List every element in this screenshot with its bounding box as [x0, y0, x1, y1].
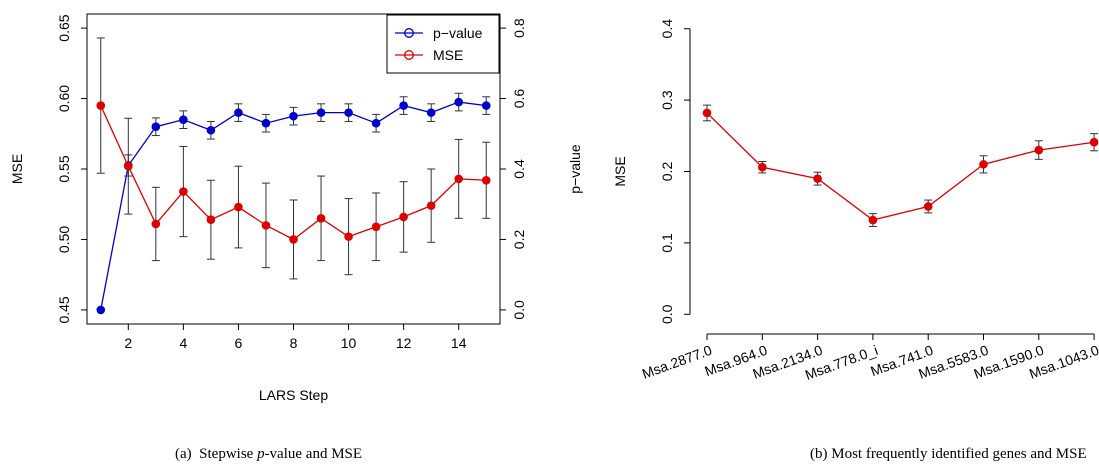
mse-point — [1089, 137, 1099, 147]
mse-point — [206, 215, 216, 225]
y-tick-label: 0.60 — [56, 85, 72, 112]
y-tick-label: 0.2 — [659, 162, 675, 182]
legend: p−value MSE — [386, 14, 500, 74]
caption-a-italic: p — [257, 446, 265, 462]
x-axis-label: LARS Step — [259, 387, 328, 403]
caption-a-prefix: (a) Stepwise — [175, 446, 258, 462]
pvalue-point — [371, 118, 381, 128]
pvalue-point — [481, 101, 491, 110]
mse-point — [371, 222, 381, 232]
x-tick-label: 2 — [124, 335, 132, 351]
mse-point — [261, 221, 271, 230]
pvalue-point — [234, 108, 243, 117]
panel-b-chart: 0.00.10.20.30.4MSEMsa.2877.0Msa.964.0Msa… — [612, 19, 1099, 383]
y-axis-label: MSE — [9, 154, 25, 184]
mse-point — [316, 214, 326, 223]
y2-tick-label: 0.8 — [511, 18, 527, 38]
pvalue-point — [206, 125, 216, 135]
mse-point — [426, 201, 436, 210]
mse-point — [1034, 145, 1044, 155]
y2-axis-label: p−value — [567, 144, 583, 194]
x-tick-label: 6 — [235, 335, 243, 351]
legend-label: MSE — [433, 47, 463, 63]
mse-point — [124, 161, 133, 171]
pvalue-point — [151, 122, 161, 132]
pvalue-point — [399, 101, 408, 110]
y-tick-label: 0.0 — [659, 304, 675, 324]
mse-point — [481, 175, 491, 185]
pvalue-point — [179, 115, 188, 124]
mse-point — [151, 219, 161, 229]
mse-point — [868, 215, 878, 225]
y-tick-label: 0.1 — [659, 233, 675, 253]
x-tick-label: 14 — [451, 335, 467, 351]
y2-tick-label: 0.2 — [511, 230, 527, 250]
x-tick-label: 12 — [396, 335, 412, 351]
y-tick-label: 0.4 — [659, 19, 675, 39]
mse-point — [813, 174, 822, 183]
mse-series-line — [706, 112, 1095, 221]
y-tick-label: 0.55 — [56, 155, 72, 182]
caption-a: (a) Stepwise p-value and MSE — [175, 446, 362, 463]
mse-point — [289, 235, 298, 244]
y2-tick-label: 0.0 — [511, 300, 527, 320]
y-tick-label: 0.45 — [56, 296, 72, 323]
mse-point — [344, 232, 353, 241]
x-tick-label: 4 — [179, 335, 187, 351]
x-tick-label: Msa.2877.0 — [640, 342, 714, 382]
mse-point — [702, 108, 712, 118]
pvalue-point — [261, 118, 271, 128]
pvalue-point — [344, 108, 353, 117]
pvalue-point — [96, 305, 106, 315]
mse-point — [234, 202, 243, 212]
y2-tick-label: 0.4 — [511, 159, 527, 179]
x-tick-label: 8 — [290, 335, 298, 351]
y-tick-label: 0.65 — [56, 14, 72, 41]
pvalue-point — [426, 108, 436, 117]
pvalue-point — [316, 108, 326, 117]
mse-point — [758, 162, 767, 172]
mse-point — [179, 187, 188, 196]
legend-marker — [404, 50, 414, 60]
pvalue-point — [454, 97, 464, 107]
pvalue-point — [289, 111, 298, 121]
legend-box — [386, 14, 500, 74]
mse-point — [923, 202, 933, 211]
legend-marker — [404, 28, 414, 38]
x-tick-label: 10 — [341, 335, 357, 351]
mse-point — [399, 212, 408, 222]
mse-point — [96, 101, 106, 110]
panel-a-chart: 2 4 6 8 10 12 14 LARS Step 0.45 0.50 0.55 0.60 0.65 M… — [9, 13, 583, 403]
caption-b: (b) Most frequently identified genes and… — [810, 446, 1087, 462]
y-tick-label: 0.3 — [659, 90, 675, 110]
mse-point — [454, 174, 464, 184]
mse-point — [979, 160, 988, 169]
y-tick-label: 0.50 — [56, 226, 72, 253]
caption-a-suffix: -value and MSE — [264, 446, 363, 462]
legend-label: p−value — [433, 25, 483, 41]
y2-tick-label: 0.6 — [511, 89, 527, 109]
y-axis-label: MSE — [612, 156, 628, 186]
